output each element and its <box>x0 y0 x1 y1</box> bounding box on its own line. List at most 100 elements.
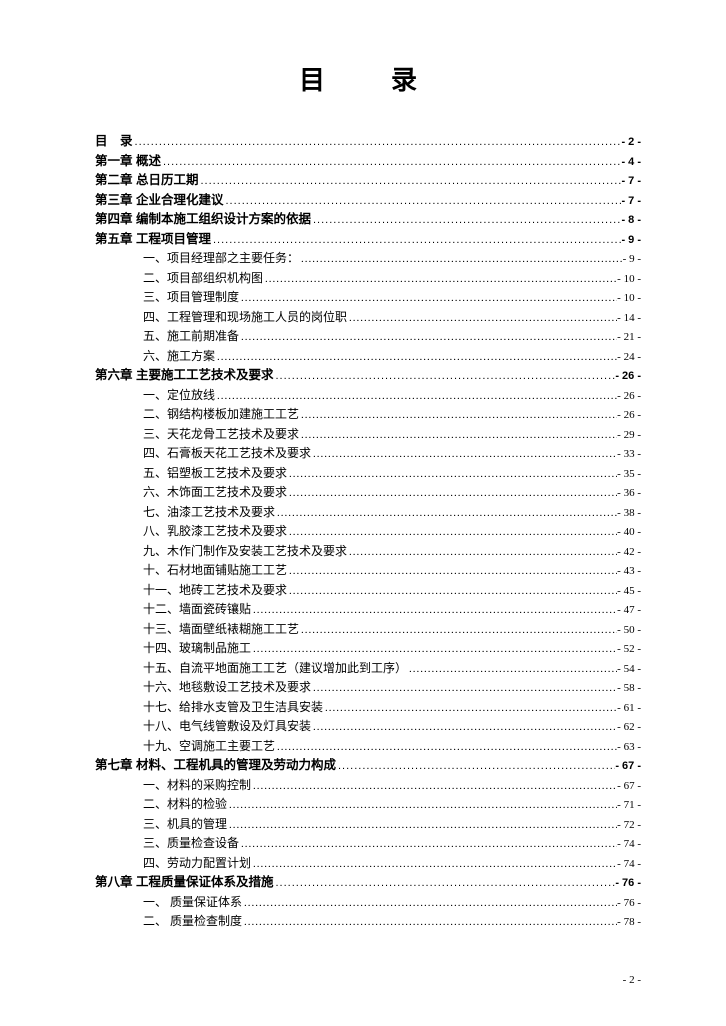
toc-label: 三、质量检查设备 <box>95 834 239 853</box>
toc-leader-dots <box>242 913 617 932</box>
toc-entry: 八、乳胶漆工艺技术及要求- 40 - <box>95 522 641 542</box>
toc-entry: 第三章 企业合理化建议 - 7 - <box>95 191 641 211</box>
toc-label: 十五、自流平地面施工工艺（建议增加此到工序） <box>95 659 407 678</box>
toc-page-number: - 62 - <box>617 718 641 737</box>
toc-entry: 三、天花龙骨工艺技术及要求- 29 - <box>95 425 641 445</box>
toc-label: 十二、墙面瓷砖镶贴 <box>95 600 251 619</box>
toc-leader-dots <box>347 309 617 328</box>
toc-label: 第七章 材料、工程机具的管理及劳动力构成 <box>95 756 336 775</box>
toc-entry: 三、项目管理制度- 10 - <box>95 288 641 308</box>
toc-page-number: - 24 - <box>617 348 641 367</box>
toc-label: 四、劳动力配置计划 <box>95 854 251 873</box>
toc-entry: 第五章 工程项目管理- 9 - <box>95 230 641 250</box>
toc-entry: 十五、自流平地面施工工艺（建议增加此到工序） - 54 - <box>95 659 641 679</box>
toc-label: 十四、玻璃制品施工 <box>95 639 251 658</box>
toc-label: 十六、地毯敷设工艺技术及要求 <box>95 678 311 697</box>
toc-page-number: - 7 - <box>621 172 641 191</box>
toc-entry: 六、施工方案 - 24 - <box>95 347 641 367</box>
toc-leader-dots <box>323 699 617 718</box>
toc-label: 六、施工方案 <box>95 347 215 366</box>
toc-entry: 二、钢结构楼板加建施工工艺- 26 - <box>95 405 641 425</box>
toc-label: 四、石膏板天花工艺技术及要求 <box>95 444 311 463</box>
toc-page-number: - 10 - <box>617 289 641 308</box>
toc-label: 五、施工前期准备 <box>95 327 239 346</box>
toc-entry: 十二、墙面瓷砖镶贴- 47 - <box>95 600 641 620</box>
toc-page-number: - 14 - <box>617 309 641 328</box>
toc-entry: 十三、墙面壁纸裱糊施工工艺- 50 - <box>95 620 641 640</box>
toc-entry: 第七章 材料、工程机具的管理及劳动力构成- 67 - <box>95 756 641 776</box>
toc-page-number: - 78 - <box>617 913 641 932</box>
toc-label: 十一、地砖工艺技术及要求 <box>95 581 287 600</box>
toc-label: 一、项目经理部之主要任务： <box>95 249 299 268</box>
toc-label: 一、材料的采购控制 <box>95 776 251 795</box>
toc-entry: 十八、电气线管敷设及灯具安装- 62 - <box>95 717 641 737</box>
toc-leader-dots <box>287 582 617 601</box>
toc-entry: 十四、玻璃制品施工- 52 - <box>95 639 641 659</box>
toc-label: 第六章 主要施工工艺技术及要求 <box>95 366 273 385</box>
toc-entry: 五、施工前期准备- 21 - <box>95 327 641 347</box>
toc-leader-dots <box>287 562 617 581</box>
toc-page-number: - 7 - <box>621 192 641 211</box>
toc-entry: 第四章 编制本施工组织设计方案的依据- 8 - <box>95 210 641 230</box>
toc-label: 一、 质量保证体系 <box>95 893 242 912</box>
toc-label: 二、 质量检查制度 <box>95 912 242 931</box>
toc-label: 第三章 企业合理化建议 <box>95 191 223 210</box>
toc-entry: 十七、给排水支管及卫生洁具安装- 61 - <box>95 698 641 718</box>
toc-leader-dots <box>215 387 617 406</box>
toc-page-number: - 33 - <box>617 445 641 464</box>
toc-label: 十三、墙面壁纸裱糊施工工艺 <box>95 620 299 639</box>
toc-page-number: - 8 - <box>621 211 641 230</box>
toc-entry: 第一章 概述 - 4 - <box>95 152 641 172</box>
toc-entry: 二、 质量检查制度 - 78 - <box>95 912 641 932</box>
toc-entry: 目 录- 2 - <box>95 132 641 152</box>
toc-entry: 四、劳动力配置计划- 74 - <box>95 854 641 874</box>
toc-label: 第二章 总日历工期 <box>95 171 198 190</box>
toc-leader-dots <box>311 445 617 464</box>
toc-leader-dots <box>161 153 621 172</box>
toc-page-number: - 38 - <box>617 504 641 523</box>
toc-leader-dots <box>287 484 617 503</box>
toc-label: 十七、给排水支管及卫生洁具安装 <box>95 698 323 717</box>
toc-entry: 五、铝塑板工艺技术及要求 - 35 - <box>95 464 641 484</box>
toc-leader-dots <box>273 874 615 893</box>
toc-page-number: - 26 - <box>617 387 641 406</box>
toc-page-number: - 36 - <box>617 484 641 503</box>
toc-page-number: - 9 - <box>623 250 641 269</box>
toc-page-number: - 29 - <box>617 426 641 445</box>
toc-leader-dots <box>263 270 617 289</box>
toc-page-number: - 58 - <box>617 679 641 698</box>
toc-entry: 六、木饰面工艺技术及要求 - 36 - <box>95 483 641 503</box>
toc-entry: 第二章 总日历工期 - 7 - <box>95 171 641 191</box>
toc-label: 六、木饰面工艺技术及要求 <box>95 483 287 502</box>
toc-leader-dots <box>299 426 617 445</box>
page-container: 目 录 目 录- 2 -第一章 概述- 4 -第二章 总日历工期- 7 -第三章… <box>0 0 726 962</box>
toc-leader-dots <box>299 250 623 269</box>
toc-page-number: - 35 - <box>617 465 641 484</box>
toc-leader-dots <box>407 660 617 679</box>
toc-page-number: - 54 - <box>617 660 641 679</box>
toc-page-number: - 9 - <box>621 231 641 250</box>
toc-page-number: - 26 - <box>617 406 641 425</box>
toc-label: 第一章 概述 <box>95 152 161 171</box>
toc-label: 十九、空调施工主要工艺 <box>95 737 275 756</box>
toc-label: 九、木作门制作及安装工艺技术及要求 <box>95 542 347 561</box>
toc-label: 二、材料的检验 <box>95 795 227 814</box>
toc-label: 三、机具的管理 <box>95 815 227 834</box>
toc-leader-dots <box>251 640 617 659</box>
toc-entry: 一、项目经理部之主要任务： - 9 - <box>95 249 641 269</box>
toc-leader-dots <box>251 777 617 796</box>
toc-entry: 四、工程管理和现场施工人员的岗位职 - 14 - <box>95 308 641 328</box>
toc-entry: 一、材料的采购控制- 67 - <box>95 776 641 796</box>
toc-page-number: - 10 - <box>617 270 641 289</box>
toc-label: 一、定位放线 <box>95 386 215 405</box>
toc-label: 五、铝塑板工艺技术及要求 <box>95 464 287 483</box>
toc-leader-dots <box>223 192 621 211</box>
table-of-contents: 目 录- 2 -第一章 概述- 4 -第二章 总日历工期- 7 -第三章 企业合… <box>95 132 641 932</box>
toc-page-number: - 63 - <box>617 738 641 757</box>
toc-label: 四、工程管理和现场施工人员的岗位职 <box>95 308 347 327</box>
toc-page-number: - 76 - <box>617 894 641 913</box>
toc-entry: 二、项目部组织机构图- 10 - <box>95 269 641 289</box>
toc-page-number: - 4 - <box>621 153 641 172</box>
toc-leader-dots <box>275 504 617 523</box>
toc-leader-dots <box>273 367 615 386</box>
